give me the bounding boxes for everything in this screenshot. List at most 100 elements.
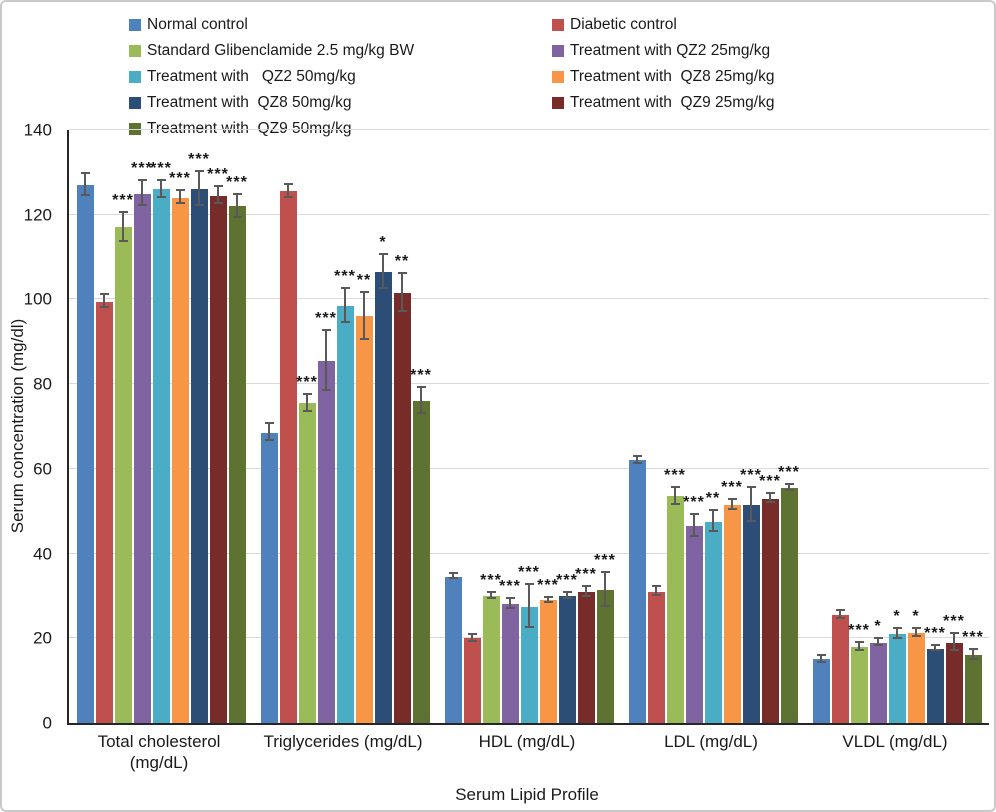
- bar-series-3: [850, 646, 868, 723]
- bar-wrap: ***: [683, 130, 704, 723]
- error-bar-line: [585, 586, 587, 597]
- error-bar-cap-top: [232, 192, 242, 195]
- error-bar-cap-top: [467, 632, 477, 635]
- error-bar-cap-bottom: [397, 310, 407, 313]
- error-bar-line: [934, 646, 936, 652]
- bar-series-3: [298, 403, 316, 723]
- significance-annotation: ***: [556, 571, 578, 589]
- significance-annotation: ***: [188, 151, 210, 169]
- error-bar-cap-bottom: [949, 649, 959, 651]
- chart-legend-column-1: Normal control Standard Glibenclamide 2.5…: [129, 12, 414, 142]
- error-bar-cap-bottom: [99, 305, 109, 308]
- bar-series-1: [260, 432, 278, 723]
- error-bar-cap-bottom: [784, 489, 794, 492]
- gridline-80: [69, 383, 989, 385]
- bar-wrap: ***: [410, 130, 432, 723]
- significance-annotation: ***: [499, 578, 521, 596]
- bar-series-9: [412, 401, 430, 723]
- bar-series-4: [869, 642, 887, 723]
- error-bar-cap-bottom: [562, 597, 572, 600]
- error-bar-line: [858, 642, 860, 651]
- x-category-label-4: LDL (mg/dL): [664, 732, 758, 751]
- error-bar-cap-top: [632, 455, 642, 457]
- bar-series-6: [907, 632, 925, 723]
- legend-series-label: Normal control: [147, 16, 248, 34]
- error-bar-line: [509, 599, 511, 610]
- significance-annotation: ***: [575, 565, 597, 583]
- gridline-40: [69, 552, 989, 554]
- error-bar-cap-top: [968, 648, 978, 651]
- error-bar-cap-top: [835, 608, 845, 611]
- error-bar-cap-bottom: [854, 649, 864, 651]
- bar-series-5: [336, 305, 354, 723]
- significance-annotation: ***: [594, 551, 616, 569]
- significance-annotation: *: [893, 607, 901, 625]
- significance-annotation: ***: [537, 576, 559, 594]
- bar-wrap: ***: [943, 130, 964, 723]
- y-tick-label: 80: [33, 374, 52, 394]
- legend-series-label: Treatment with QZ2 25mg/kg: [570, 42, 771, 60]
- significance-annotation: ***: [410, 367, 432, 385]
- error-bar-line: [103, 295, 105, 308]
- bar-series-2: [463, 638, 481, 723]
- error-bar-cap-top: [264, 422, 274, 425]
- y-tick-label: 60: [33, 459, 52, 479]
- gridline-60: [69, 467, 989, 469]
- bar-wrap: [260, 130, 278, 723]
- bar-wrap: ***: [664, 130, 685, 723]
- error-bar-line: [344, 288, 346, 323]
- error-bar-line: [325, 331, 327, 391]
- error-bar-cap-bottom: [873, 643, 883, 646]
- bar-wrap: [76, 130, 94, 723]
- error-bar-line: [420, 388, 422, 414]
- error-bar-cap-top: [156, 178, 166, 181]
- error-bar-cap-bottom: [816, 660, 826, 663]
- error-bar-cap-bottom: [543, 600, 553, 603]
- bar-wrap: ***: [575, 130, 597, 723]
- error-bar-cap-top: [80, 172, 90, 175]
- significance-annotation: ***: [962, 629, 984, 647]
- legend-series-label: Treatment with QZ9 25mg/kg: [570, 94, 775, 112]
- error-bar-cap-bottom: [156, 195, 166, 198]
- error-bar-cap-bottom: [302, 409, 312, 412]
- significance-annotation: ***: [315, 310, 337, 328]
- bar-wrap: **: [355, 130, 373, 723]
- legend-series-label: Standard Glibenclamide 2.5 mg/kg BW: [147, 42, 415, 60]
- error-bar-line: [769, 494, 771, 503]
- legend-item: Treatment with QZ2 25mg/kg: [552, 38, 774, 64]
- legend-item: Treatment with QZ8 50mg/kg: [129, 90, 414, 116]
- significance-annotation: ***: [131, 159, 153, 177]
- legend-series-label: Treatment with QZ2 50mg/kg: [147, 68, 356, 86]
- bar-series-5: [520, 606, 538, 723]
- bar-wrap: ***: [226, 130, 247, 723]
- error-bar-cap-bottom: [416, 411, 426, 414]
- error-bar-cap-bottom: [321, 388, 331, 391]
- legend-item: Treatment with QZ2 50mg/kg: [129, 64, 414, 90]
- error-bar-cap-bottom: [264, 439, 274, 442]
- bar-wrap: ***: [721, 130, 742, 723]
- error-bar-line: [471, 634, 473, 642]
- significance-annotation: *: [874, 618, 882, 636]
- bar-series-7: [926, 648, 944, 723]
- bar-series-2: [831, 615, 849, 723]
- bar-series-9: [228, 206, 246, 723]
- y-tick-label: 20: [33, 628, 52, 648]
- error-bar-cap-bottom: [765, 500, 775, 503]
- legend-item: Treatment with QZ8 25mg/kg: [552, 64, 774, 90]
- bar-wrap: ***: [924, 130, 945, 723]
- bar-series-6: [171, 197, 189, 723]
- error-bar-line: [915, 628, 917, 638]
- error-bar-line: [490, 592, 492, 600]
- error-bar-cap-top: [321, 329, 331, 332]
- error-bar-cap-bottom: [524, 625, 534, 628]
- error-bar-cap-bottom: [378, 286, 388, 289]
- bar-series-8: [577, 591, 595, 723]
- error-bar-line: [877, 639, 879, 646]
- error-bar-cap-bottom: [835, 617, 845, 620]
- bar-series-3: [482, 595, 500, 723]
- error-bar-cap-top: [302, 392, 312, 395]
- error-bar-line: [636, 457, 638, 464]
- error-bar-cap-top: [581, 584, 591, 587]
- bar-series-5: [704, 521, 722, 723]
